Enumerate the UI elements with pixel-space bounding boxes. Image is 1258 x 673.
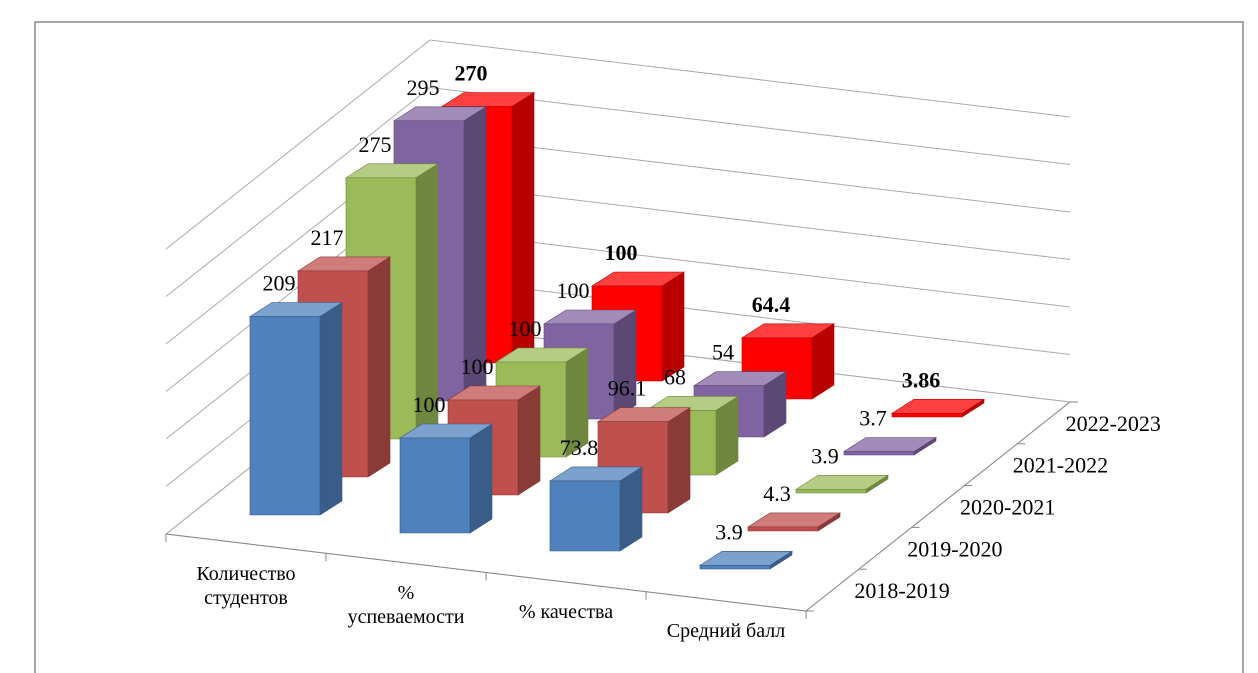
value-label: 100 [509,316,542,341]
value-label: 209 [263,270,296,295]
value-label: 4.3 [763,481,791,506]
value-label: 96.1 [608,376,647,401]
value-label: 54 [712,340,734,365]
bar-side [469,423,493,534]
legend-label: 2022-2023 [1066,411,1161,436]
value-label: 270 [455,61,488,86]
bar [842,436,938,456]
bar-front [549,480,621,552]
bar-side [319,301,343,516]
value-label: 100 [413,392,446,417]
legend-label: 2019-2020 [907,536,1002,561]
legend-label: 2020-2021 [960,495,1055,520]
value-label: 64.4 [752,292,791,317]
grid-line [165,39,1071,250]
value-label: 100 [605,240,638,265]
legend-label: 2018-2019 [854,578,949,603]
bar [398,423,494,534]
value-label: 3.9 [811,443,839,468]
bar-front [747,526,819,532]
value-label: 3.7 [859,405,887,430]
bar [890,398,986,418]
x-tick-label: % качества [518,601,614,624]
bar-front [843,451,915,456]
value-label: 100 [557,278,590,303]
value-label: 73.8 [560,435,599,460]
depth-axis [805,401,1071,612]
bar-side [367,256,391,478]
bar [248,301,344,516]
bar-side [517,385,541,496]
grid-line [165,86,1071,297]
bar-front [891,412,963,418]
bar-front [399,437,471,534]
bar [746,512,842,532]
bar-front [249,316,321,516]
bar-front [699,564,771,570]
bar-side [619,466,643,552]
frame [34,21,1244,673]
value-label: 3.9 [715,519,743,544]
bar [794,474,890,494]
value-label: 100 [461,354,494,379]
value-label: 295 [407,75,440,100]
bar [698,550,794,570]
value-label: 275 [359,132,392,157]
x-tick-label: Средний балл [666,620,786,643]
bar-front [795,488,867,494]
bar-side [667,407,691,514]
value-label: 68 [664,364,686,389]
bar [548,466,644,552]
value-label: 3.86 [902,367,941,392]
legend-label: 2021-2022 [1013,453,1108,478]
bar-side [613,309,637,420]
x-tick-label: % успеваемости [347,581,465,628]
x-tick-label: Количество студентов [196,562,296,609]
value-label: 217 [311,225,344,250]
